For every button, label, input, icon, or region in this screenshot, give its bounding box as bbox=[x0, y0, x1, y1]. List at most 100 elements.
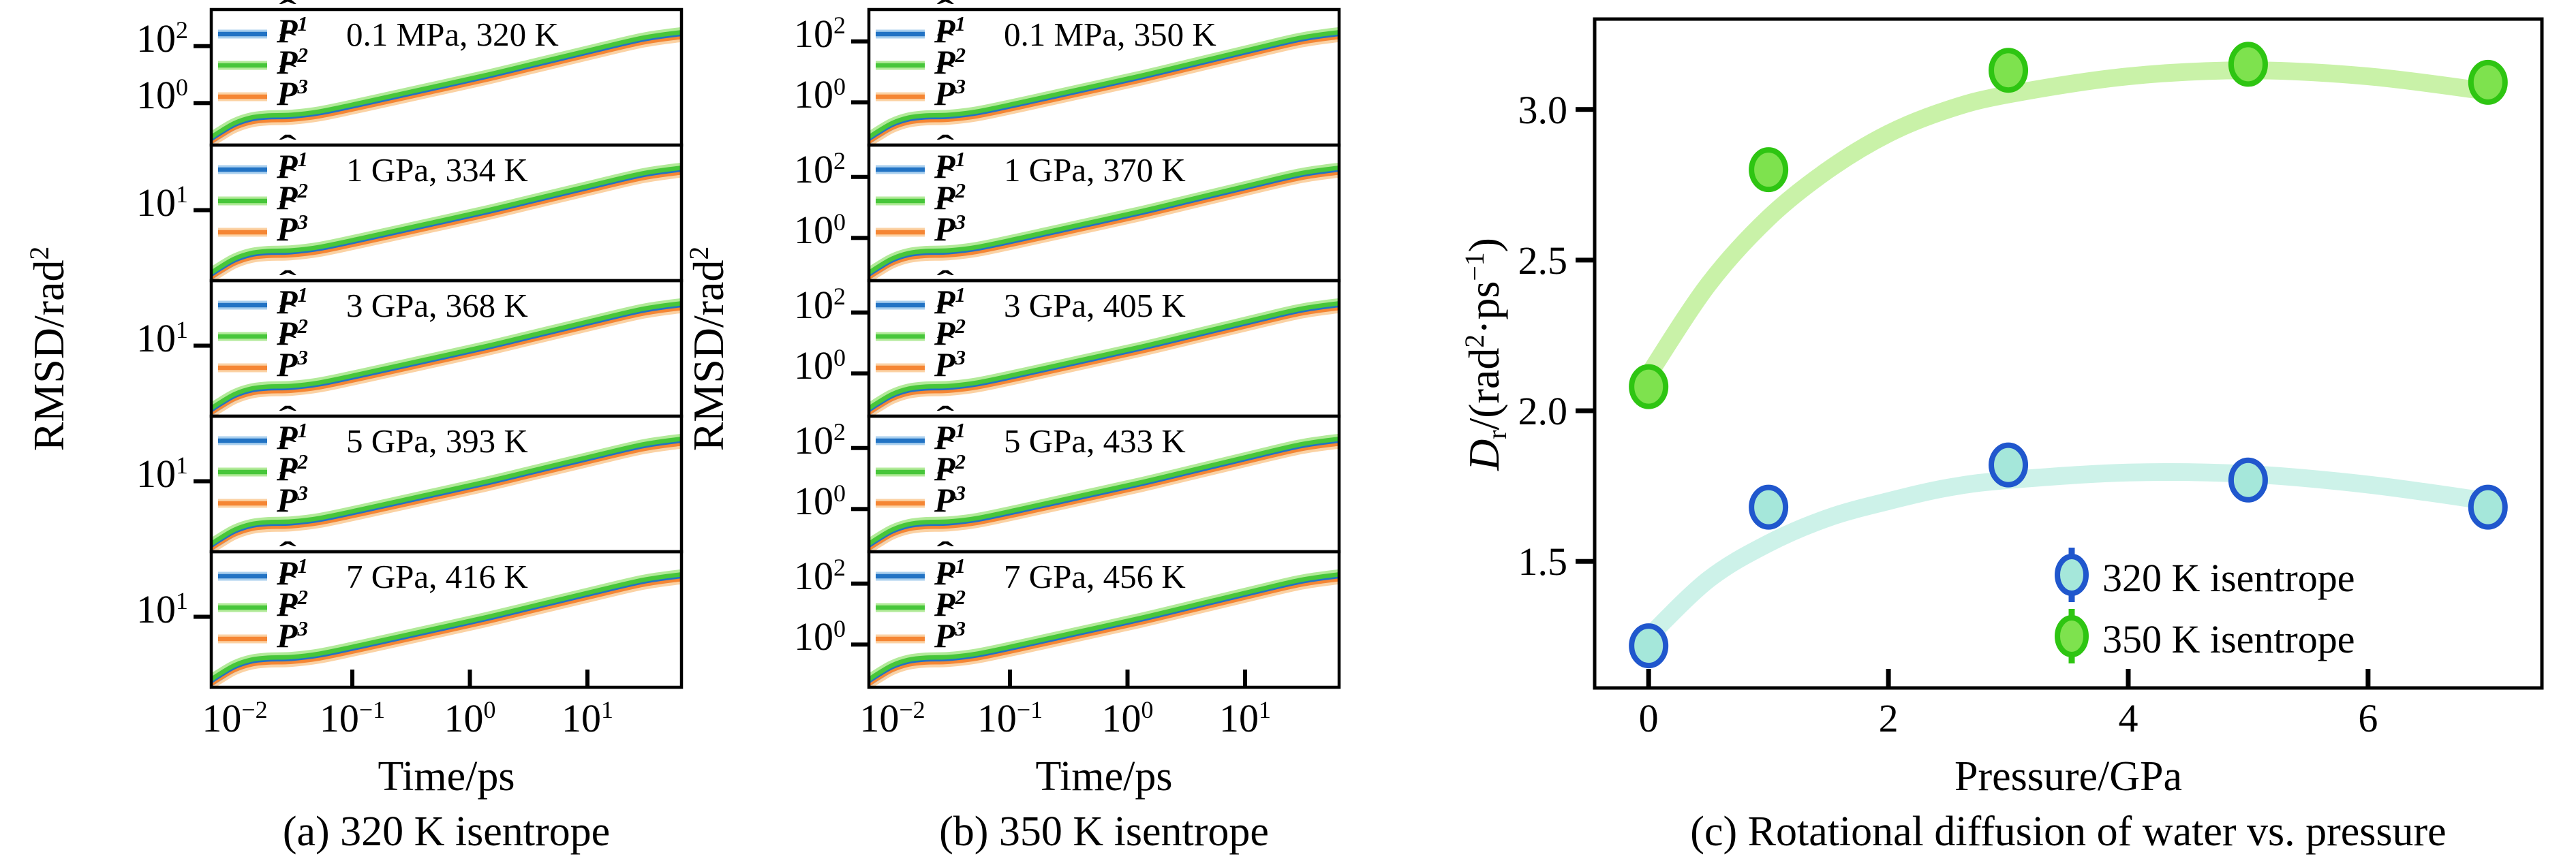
y-tick-sup: 0 bbox=[833, 208, 846, 236]
y-tick-mark bbox=[1576, 107, 1595, 112]
x-tick-label: 0 bbox=[1638, 696, 1659, 740]
rmsd-subplot-curves bbox=[870, 27, 1338, 144]
panel-c-ylabel-D: D bbox=[1460, 439, 1508, 471]
condition-label: 7 GPa, 456 K bbox=[1004, 558, 1186, 595]
panel-a-y-axis-label-sup: 2 bbox=[25, 246, 55, 260]
x-tick-base: 10 bbox=[859, 696, 900, 740]
p-base: P bbox=[934, 616, 955, 655]
y-tick-label: 102 bbox=[38, 18, 188, 59]
subplot-frame bbox=[867, 550, 1341, 689]
condition-label: 1 GPa, 334 K bbox=[346, 151, 528, 189]
p-sup: 3 bbox=[297, 209, 309, 234]
x-tick-sup: −2 bbox=[899, 696, 925, 724]
scatter-marker-320k bbox=[1989, 442, 2029, 488]
y-tick-sup: 1 bbox=[176, 586, 188, 614]
hat-accent: ˆ bbox=[279, 56, 297, 91]
x-tick-sup: −1 bbox=[1016, 696, 1043, 724]
y-tick-mark bbox=[1576, 257, 1595, 263]
rmsd-curve-p3 bbox=[870, 170, 1338, 279]
p-base: P bbox=[934, 418, 955, 456]
hat-accent: ˆ bbox=[279, 129, 297, 163]
p-sup: 2 bbox=[955, 584, 966, 609]
y-tick-mark bbox=[851, 445, 869, 450]
y-tick-base: 10 bbox=[136, 586, 177, 631]
condition-label: 0.1 MPa, 320 K bbox=[346, 16, 559, 53]
p-base: P bbox=[277, 12, 298, 50]
y-tick-label: 100 bbox=[696, 616, 846, 657]
y-tick-label: 102 bbox=[696, 282, 846, 325]
rmsd-curve-p3 bbox=[870, 577, 1338, 686]
p-sup: 1 bbox=[955, 11, 966, 35]
y-tick-sup: 2 bbox=[833, 553, 846, 581]
p-sup: 1 bbox=[297, 282, 309, 307]
y-tick-base: 10 bbox=[794, 418, 834, 462]
hat-accent: ˆ bbox=[279, 567, 297, 601]
p-sup: 1 bbox=[297, 418, 309, 442]
panel-a-x-axis-label: Time/ps bbox=[378, 753, 515, 800]
p-sup: 1 bbox=[955, 553, 966, 578]
p-sup: 1 bbox=[297, 553, 309, 578]
p-sup: 2 bbox=[955, 449, 966, 473]
y-tick-mark bbox=[851, 39, 869, 44]
p-base: P bbox=[277, 554, 298, 592]
hat-accent: ˆ bbox=[279, 462, 297, 497]
p-base: P bbox=[277, 314, 298, 352]
p-base: P bbox=[277, 481, 298, 519]
p-sup: 1 bbox=[297, 146, 309, 171]
y-tick-label: 102 bbox=[696, 553, 846, 596]
rmsd-subplot-curves bbox=[870, 162, 1338, 279]
y-tick-base: 10 bbox=[136, 73, 177, 118]
hat-accent: ˆ bbox=[936, 598, 955, 633]
y-tick-mark bbox=[194, 208, 211, 213]
hat-accent: ˆ bbox=[279, 431, 297, 466]
y-tick-base: 10 bbox=[794, 72, 834, 117]
y-tick-label: 1.5 bbox=[1518, 539, 1568, 584]
p-base: P bbox=[277, 210, 298, 248]
y-tick-label: 101 bbox=[38, 317, 188, 358]
p-base: P bbox=[934, 178, 955, 217]
hat-accent: ˆ bbox=[936, 129, 955, 163]
hat-accent: ˆ bbox=[279, 160, 297, 195]
y-tick-sup: 2 bbox=[833, 418, 846, 445]
panel-c-ylabel-dot-ps: ·ps bbox=[1460, 281, 1508, 334]
x-tick-mark bbox=[1008, 670, 1012, 687]
hat-accent: ˆ bbox=[936, 400, 955, 435]
p-base: P bbox=[934, 554, 955, 592]
p-base: P bbox=[277, 418, 298, 456]
y-tick-sup: 2 bbox=[833, 282, 846, 310]
y-tick-mark bbox=[851, 507, 869, 512]
panel-b-svg bbox=[851, 7, 1341, 689]
x-tick-label: 6 bbox=[2358, 696, 2378, 740]
p-sup: 2 bbox=[955, 313, 966, 338]
hat-accent: ˆ bbox=[936, 431, 955, 466]
hat-accent: ˆ bbox=[936, 567, 955, 601]
rmsd-subplot-curves bbox=[213, 569, 680, 686]
hat-accent: ˆ bbox=[279, 0, 297, 28]
y-tick-mark bbox=[1576, 559, 1595, 564]
condition-label: 3 GPa, 368 K bbox=[346, 287, 528, 324]
rmsd-curve-p2 bbox=[870, 30, 1338, 140]
panel-a-plot-area bbox=[181, 3, 712, 725]
